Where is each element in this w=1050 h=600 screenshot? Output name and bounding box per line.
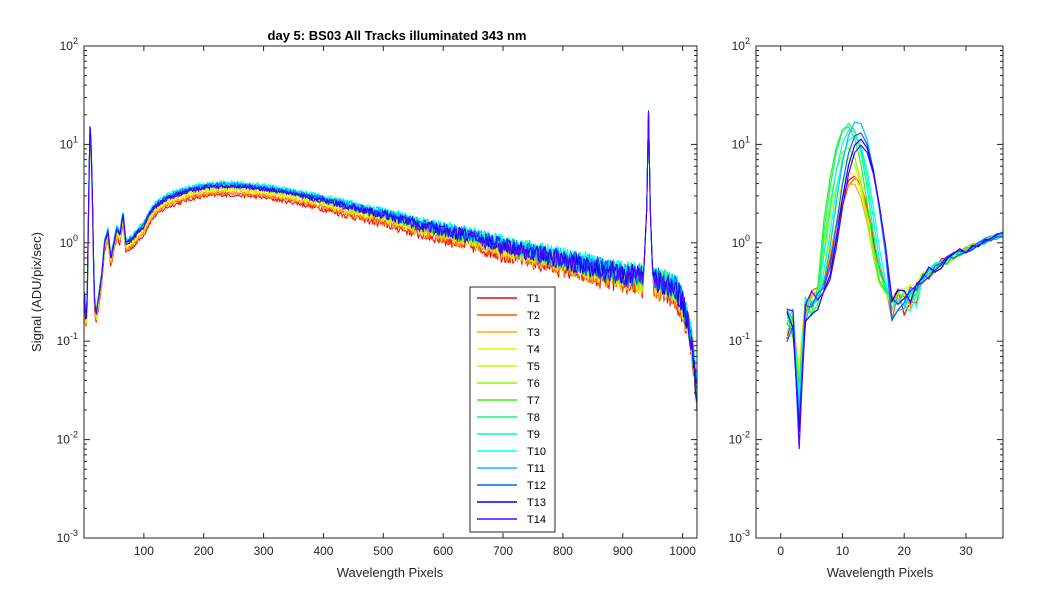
y-tick-label: 10-2 <box>729 430 750 447</box>
y-tick-label: 101 <box>60 134 78 151</box>
y-tick-label: 10-3 <box>729 528 750 545</box>
left-y-ticks: 10-3 10-2 10-1 100 101 102 <box>57 36 697 545</box>
left-chart-title: day 5: BS03 All Tracks illuminated 343 n… <box>268 28 527 43</box>
legend-label-t12: T12 <box>527 480 546 492</box>
series-line-t4 <box>84 111 698 411</box>
left-panel: day 5: BS03 All Tracks illuminated 343 n… <box>29 28 698 580</box>
left-x-tick-label: 900 <box>613 544 633 558</box>
y-tick-label: 102 <box>732 36 750 53</box>
legend-label-t2: T2 <box>527 310 540 322</box>
legend-label-t1: T1 <box>527 293 540 305</box>
y-tick-label: 10-2 <box>57 430 78 447</box>
left-x-tick-label: 400 <box>313 544 333 558</box>
legend-box <box>469 286 556 533</box>
left-x-axis-label: Wavelength Pixels <box>337 565 444 580</box>
legend-label-t5: T5 <box>527 361 540 373</box>
right-x-tick-label: 20 <box>898 544 912 558</box>
zoom-series-line <box>786 177 1004 381</box>
series-line-t1 <box>84 112 698 413</box>
left-x-tick-label: 100 <box>134 544 154 558</box>
legend-label-t9: T9 <box>527 429 540 441</box>
left-series-lines <box>84 110 698 413</box>
legend-label-t6: T6 <box>527 378 540 390</box>
right-x-ticks: 0 10 20 30 <box>777 46 973 558</box>
legend-label-t11: T11 <box>527 463 545 475</box>
right-panel: 0 10 20 30 10-3 10-2 10-1 100 101 102 Wavelength… <box>729 36 1004 580</box>
right-plot-area <box>756 46 1003 538</box>
y-tick-label: 100 <box>60 233 78 250</box>
left-x-tick-label: 800 <box>553 544 573 558</box>
right-axes-box <box>755 45 1004 539</box>
legend-label-t3: T3 <box>527 327 540 339</box>
legend-label-t8: T8 <box>527 412 540 424</box>
right-series-lines <box>786 121 1004 450</box>
left-plot-area <box>84 46 697 538</box>
left-x-tick-label: 700 <box>493 544 513 558</box>
y-tick-label: 101 <box>732 134 750 151</box>
legend-label-t4: T4 <box>527 344 540 356</box>
y-tick-label: 100 <box>732 233 750 250</box>
left-x-tick-label: 1000 <box>669 544 696 558</box>
right-x-tick-label: 10 <box>836 544 850 558</box>
y-tick-label: 10-1 <box>57 331 78 348</box>
legend: T1 T2 T3 T4 T5 T6 T7 T8 T9 T10 T11 T12 T13 T14 <box>469 286 556 533</box>
left-x-ticks: 100 200 300 400 500 600 700 800 900 1000 <box>134 46 696 558</box>
right-x-axis-label: Wavelength Pixels <box>827 565 934 580</box>
legend-label-t13: T13 <box>527 497 546 509</box>
left-x-tick-label: 600 <box>433 544 453 558</box>
left-y-axis-label: Signal (ADU/pix/sec) <box>29 232 44 352</box>
legend-label-t14: T14 <box>527 514 546 526</box>
right-y-ticks: 10-3 10-2 10-1 100 101 102 <box>729 36 1003 545</box>
left-x-tick-label: 500 <box>373 544 393 558</box>
left-x-tick-label: 200 <box>194 544 214 558</box>
left-x-tick-label: 300 <box>254 544 274 558</box>
zoom-series-line <box>786 144 1004 450</box>
series-line-t14 <box>84 110 698 385</box>
y-tick-label: 10-3 <box>57 528 78 545</box>
y-tick-label: 102 <box>60 36 78 53</box>
left-axes-box <box>83 45 698 539</box>
y-tick-label: 10-1 <box>729 331 750 348</box>
legend-label-t10: T10 <box>527 446 546 458</box>
right-x-tick-label: 0 <box>777 544 784 558</box>
right-x-tick-label: 30 <box>959 544 973 558</box>
legend-label-t7: T7 <box>527 395 540 407</box>
